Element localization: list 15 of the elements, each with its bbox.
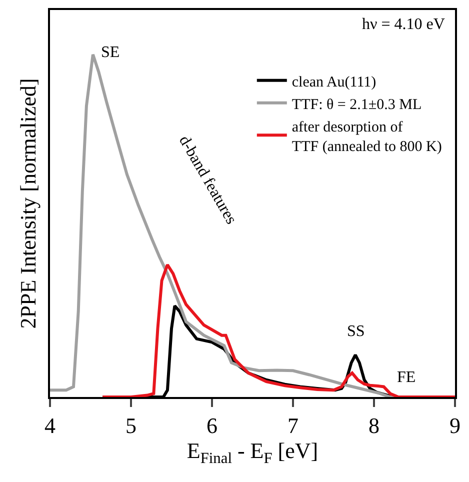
x-tick-label: 6 [206, 413, 218, 438]
annotation: SS [347, 323, 365, 340]
y-axis-title: 2PPE Intensity [normalized] [16, 78, 41, 329]
legend-label: TTF: θ = 2.1±0.3 ML [292, 96, 422, 113]
x-tick-label: 5 [126, 413, 136, 438]
annotation: SE [101, 44, 120, 61]
x-axis-title: E$_{Final}$ - E$_{F}$ [eV] [186, 438, 318, 467]
text: hν = 4.10 eV [362, 16, 446, 33]
x-tick-label: 9 [450, 413, 460, 438]
x-tick-label: 7 [288, 413, 298, 438]
x-tick-label: 8 [368, 413, 380, 438]
x-tick-label: 4 [44, 413, 56, 438]
annotation: FE [397, 369, 416, 386]
legend-label: clean Au(111) [292, 74, 376, 90]
legend-label: after desorption of TTF (annealed to 800 K) [292, 119, 442, 155]
